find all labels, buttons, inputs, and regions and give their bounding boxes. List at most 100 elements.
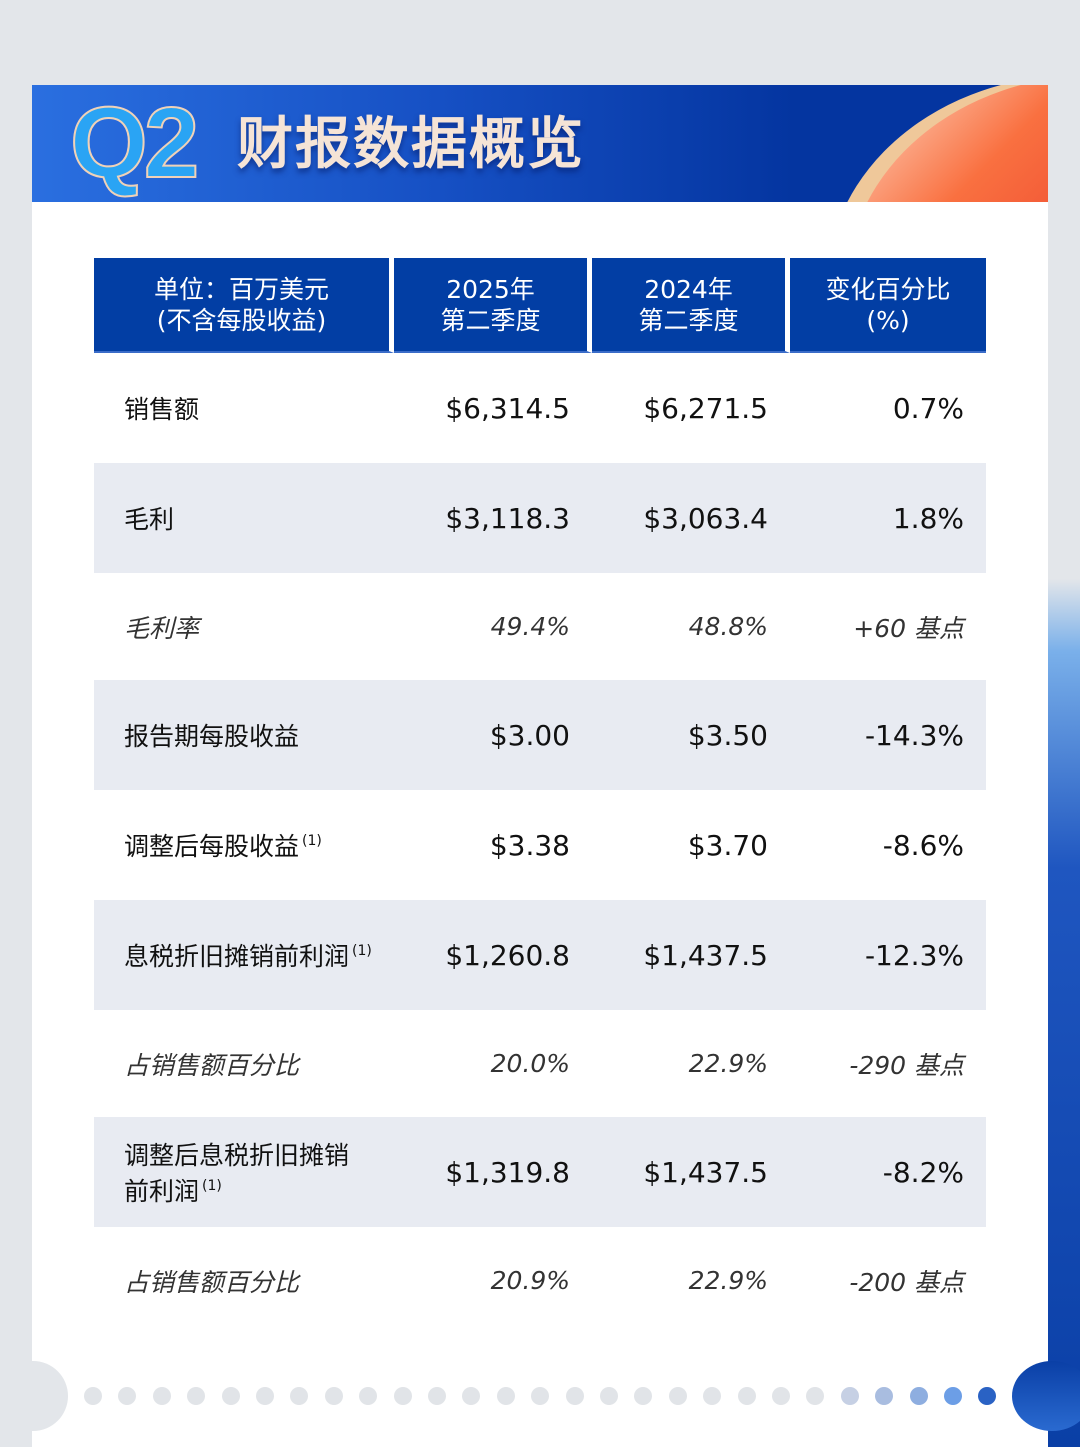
footnote-marker: (1)	[302, 833, 322, 849]
page-dot	[600, 1387, 618, 1405]
row-label: 调整后每股收益 (1)	[94, 790, 394, 900]
value-change: -8.6%	[882, 828, 964, 862]
page-dot	[703, 1387, 722, 1405]
value-2024: $3,063.4	[592, 463, 790, 573]
value-change: -14.3%	[790, 680, 986, 790]
row-label: 调整后息税折旧摊销前利润 (1)	[94, 1117, 394, 1227]
page-dot	[221, 1387, 240, 1405]
row-label: 占销售额百分比	[94, 1227, 394, 1334]
page-dot	[428, 1387, 446, 1405]
value-2024: $1,437.5	[592, 1117, 790, 1227]
background-strip	[1048, 0, 1080, 1447]
label-text: 占销售额百分比	[124, 1267, 300, 1297]
page-dot	[944, 1387, 962, 1405]
page-dot	[256, 1387, 274, 1405]
value-change: -290 基点	[849, 1050, 964, 1080]
label-text: 调整后息税折旧摊销前利润	[124, 1141, 350, 1206]
footnote-marker: (1)	[202, 1178, 222, 1194]
column-header: 2025年 第二季度	[394, 258, 592, 353]
page-title: 财报数据概览	[237, 112, 585, 177]
table-row: 销售额 $6,314.5 $6,271.5 0.7%	[94, 353, 986, 463]
label-text: 报告期每股收益	[124, 722, 300, 751]
banner: Q2 财报数据概览	[32, 85, 1048, 202]
label-text: 占销售额百分比	[124, 1050, 300, 1080]
label-text: 销售额	[124, 395, 200, 424]
value-2025: 49.4%	[490, 612, 570, 641]
value-change: +60 基点	[853, 613, 964, 643]
table-row: 毛利 $3,118.3 $3,063.4 1.8%	[94, 463, 986, 573]
value-2025: $3,118.3	[394, 463, 592, 573]
value-2025: $1,319.8	[394, 1117, 592, 1227]
value-2024: $3.70	[687, 828, 768, 862]
header-line2: (不含每股收益)	[156, 305, 327, 335]
value-change: 1.8%	[790, 463, 986, 573]
value-2025: $3.38	[489, 828, 570, 862]
column-header: 变化百分比 (%)	[790, 258, 986, 353]
header-line1: 2025年	[446, 274, 535, 304]
table-row: 调整后息税折旧摊销前利润 (1) $1,319.8 $1,437.5 -8.2%	[94, 1117, 986, 1227]
decor-circle	[0, 1361, 68, 1431]
header-line2: 第二季度	[440, 305, 541, 335]
value-2024: $6,271.5	[643, 391, 768, 425]
page-dot	[290, 1387, 309, 1405]
table-row: 调整后每股收益 (1) $3.38 $3.70 -8.6%	[94, 790, 986, 900]
value-2024: $3.50	[592, 680, 790, 790]
header-line1: 2024年	[644, 274, 733, 304]
page-dot	[324, 1387, 343, 1405]
decor-circle-blue	[1012, 1361, 1080, 1431]
page-dot	[359, 1387, 378, 1405]
header-line1: 单位：百万美元	[153, 274, 329, 304]
label-text: 息税折旧摊销前利润	[124, 942, 350, 971]
table-row: 占销售额百分比 20.9% 22.9% -200 基点	[94, 1227, 986, 1334]
value-2025: $3.00	[394, 680, 592, 790]
page-dot	[152, 1387, 171, 1405]
decor-arc-orange	[847, 85, 1048, 202]
footnote-marker: (1)	[352, 943, 372, 959]
card: Q2 财报数据概览 单位：百万美元 (不含每股收益) 2025年 第二季度 2024年第…	[32, 85, 1048, 1447]
table-row: 毛利率 49.4% 48.8% +60 基点	[94, 573, 986, 680]
page-dot	[772, 1387, 790, 1405]
header-line1: 变化百分比	[825, 274, 951, 304]
page-dot	[909, 1387, 928, 1405]
label-text: 调整后每股收益	[124, 832, 300, 861]
value-change: -12.3%	[790, 900, 986, 1010]
page-dot	[531, 1387, 550, 1405]
financial-table: 单位：百万美元 (不含每股收益) 2025年 第二季度 2024年 第二季度 变化百分比 (%…	[94, 258, 986, 1334]
header-line2: 第二季度	[638, 305, 739, 335]
header-line2: (%)	[866, 305, 910, 335]
page-dot	[84, 1387, 102, 1405]
value-2024: 48.8%	[688, 612, 768, 641]
value-2025: $6,314.5	[445, 391, 570, 425]
row-label: 销售额	[94, 353, 394, 463]
value-2024: $1,437.5	[592, 900, 790, 1010]
page-dot	[393, 1387, 412, 1405]
page-dot	[565, 1387, 584, 1405]
value-change: -8.2%	[790, 1117, 986, 1227]
value-2025: $1,260.8	[394, 900, 592, 1010]
row-label: 毛利	[94, 463, 394, 573]
table-row: 占销售额百分比 20.0% 22.9% -290 基点	[94, 1010, 986, 1117]
value-2025: 20.9%	[490, 1266, 570, 1295]
table-row: 息税折旧摊销前利润 (1) $1,260.8 $1,437.5 -12.3%	[94, 900, 986, 1010]
page-dot	[187, 1387, 206, 1405]
value-change: -200 基点	[849, 1267, 964, 1297]
page-dot	[978, 1387, 997, 1405]
label-text: 毛利率	[124, 613, 200, 643]
page-dot	[462, 1387, 481, 1405]
label-text: 毛利	[124, 505, 175, 534]
row-label: 占销售额百分比	[94, 1010, 394, 1117]
page-dot	[634, 1387, 653, 1405]
column-header: 2024年 第二季度	[592, 258, 790, 353]
value-change: 0.7%	[892, 391, 964, 425]
page-dot	[875, 1387, 894, 1405]
value-2025: 20.0%	[490, 1049, 570, 1078]
column-header: 单位：百万美元 (不含每股收益)	[94, 258, 394, 353]
page-dot	[668, 1387, 687, 1405]
value-2024: 22.9%	[688, 1049, 768, 1078]
row-label: 息税折旧摊销前利润 (1)	[94, 900, 394, 1010]
page-dot	[118, 1387, 137, 1405]
page-dot	[496, 1387, 515, 1405]
row-label: 报告期每股收益	[94, 680, 394, 790]
row-label: 毛利率	[94, 573, 394, 680]
q2-logo: Q2	[69, 87, 200, 199]
